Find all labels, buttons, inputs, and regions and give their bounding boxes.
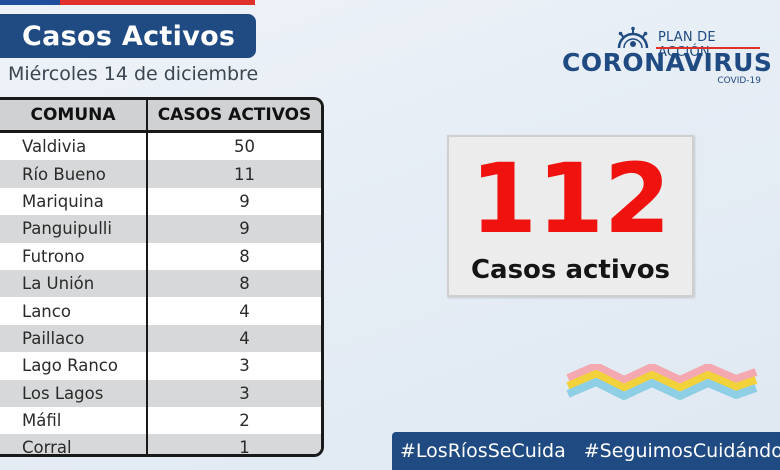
table-row: Lanco 4 [0,297,321,325]
comuna-cell: Máfil [0,406,148,435]
comuna-cell: Valdivia [0,131,148,161]
hashtag-seguimos: #SeguimosCuidándonos [583,440,780,462]
column-header-casos: CASOS ACTIVOS [147,100,321,133]
table-row: Corral 1 [0,434,321,454]
casos-cell: 3 [147,352,321,380]
comuna-cell: Lago Ranco [0,352,148,380]
virus-icon [617,26,649,48]
total-cases-label: Casos activos [470,255,671,285]
comuna-cell: Río Bueno [0,160,148,188]
column-header-comuna: COMUNA [0,100,148,133]
casos-cell: 4 [147,324,321,353]
flag-strip-red [60,0,255,5]
flag-strip [0,0,255,5]
table-row: Futrono 8 [0,242,321,270]
casos-cell: 3 [147,379,321,407]
flag-strip-blue [0,0,60,5]
covid-label: COVID-19 [717,76,761,86]
table-row: Mariquina 9 [0,187,321,216]
comuna-cell: Corral [0,434,148,454]
hashtag-bar: #LosRíosSeCuida #SeguimosCuidándonos [392,432,780,470]
title-banner: Casos Activos [0,14,256,58]
comuna-cell: Panguipulli [0,215,148,243]
cases-table-container: COMUNA CASOS ACTIVOS Valdivia 50 Río Bue… [0,97,324,457]
table-row: Los Lagos 3 [0,379,321,407]
table-row: Panguipulli 9 [0,215,321,243]
comuna-cell: La Unión [0,269,148,298]
casos-cell: 2 [147,406,321,435]
table-row: Lago Ranco 3 [0,352,321,380]
table-header-row: COMUNA CASOS ACTIVOS [0,100,321,133]
casos-cell: 1 [147,434,321,454]
table-row: La Unión 8 [0,269,321,298]
casos-cell: 9 [147,187,321,216]
casos-cell: 4 [147,297,321,325]
comuna-cell: Mariquina [0,187,148,216]
comuna-cell: Los Lagos [0,379,148,407]
casos-cell: 11 [147,160,321,188]
hashtag-los-rios: #LosRíosSeCuida [400,440,566,462]
casos-cell: 8 [147,242,321,270]
table-row: Río Bueno 11 [0,160,321,188]
casos-cell: 50 [147,131,321,161]
table-row: Paillaco 4 [0,324,321,353]
casos-cell: 9 [147,215,321,243]
total-cases-box: 112 Casos activos [447,135,694,297]
table-row: Máfil 2 [0,406,321,435]
coronavirus-plan-logo: PLAN DE ACCIÓN CORONAVIRUS COVID-19 [560,26,772,88]
cases-table: COMUNA CASOS ACTIVOS Valdivia 50 Río Bue… [0,100,321,454]
plan-underline [656,47,760,49]
total-cases-number: 112 [470,143,671,255]
rainbow-wave-icon [566,364,758,400]
table-row: Valdivia 50 [0,131,321,161]
page-title: Casos Activos [22,20,236,52]
comuna-cell: Futrono [0,242,148,270]
comuna-cell: Paillaco [0,324,148,353]
date-label: Miércoles 14 de diciembre [8,63,259,85]
comuna-cell: Lanco [0,297,148,325]
casos-cell: 8 [147,269,321,298]
coronavirus-wordmark: CORONAVIRUS [562,48,773,77]
